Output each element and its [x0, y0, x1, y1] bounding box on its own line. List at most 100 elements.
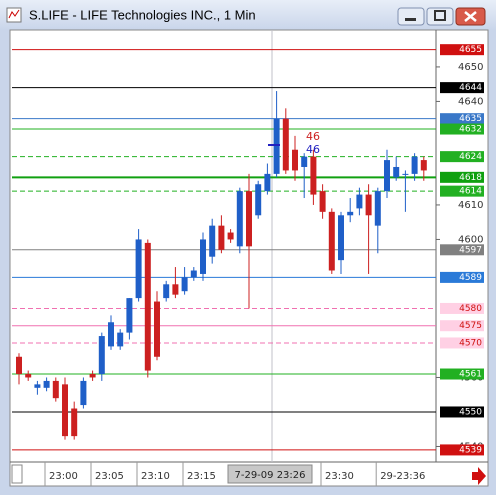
candle-body [282, 118, 289, 171]
level-label: 4539 [459, 445, 482, 455]
level-box [440, 406, 484, 418]
level-label: 4655 [459, 45, 482, 55]
level-label: 4575 [459, 321, 482, 331]
level-box [440, 82, 484, 94]
candle-body [273, 118, 280, 174]
candle-body [319, 191, 326, 212]
level-label: 4589 [459, 273, 482, 283]
candle-body [144, 242, 151, 371]
annotation: 46 [306, 143, 320, 156]
candle-body [310, 156, 317, 195]
level-label: 4644 [459, 83, 482, 93]
level-box [440, 113, 484, 125]
candle-body [25, 374, 32, 378]
crosshair-label: 7-29-09 23:26 [234, 470, 305, 481]
candle-body [301, 156, 308, 167]
candle-body [181, 277, 188, 292]
candle-body [292, 149, 298, 171]
level-box [440, 171, 484, 183]
candle-body [126, 298, 133, 333]
candle-body [80, 380, 87, 406]
candle-body [393, 166, 400, 178]
x-tick-label: 23:30 [325, 471, 354, 482]
candle-body [200, 239, 206, 274]
level-box [440, 320, 484, 332]
candle-body [117, 332, 124, 347]
candle-body [43, 380, 50, 388]
candle-body [356, 194, 363, 209]
candle-body [71, 408, 78, 437]
candle-body [402, 173, 409, 175]
level-box [440, 244, 484, 256]
window-title: S.LIFE - LIFE Technologies INC., 1 Min [29, 7, 256, 22]
crosshair-label-box [227, 464, 313, 484]
candle-body [62, 384, 68, 437]
maximize-button[interactable] [426, 7, 454, 26]
candle-body [246, 191, 252, 247]
level-box [440, 151, 484, 163]
level-box [440, 44, 484, 56]
y-tick-label: 4600 [458, 234, 483, 245]
level-label: 4635 [459, 114, 482, 124]
candle-body [209, 225, 216, 257]
close-icon [464, 11, 477, 22]
x-tick-label: 23:00 [49, 471, 78, 482]
x-tick-label: 23:05 [95, 471, 124, 482]
x-tick-label: 23:10 [141, 471, 170, 482]
candle-body [365, 194, 372, 216]
candle-body [135, 239, 142, 299]
candle-body [420, 160, 427, 171]
candle-body [16, 356, 22, 375]
candle-body [98, 336, 105, 375]
candle-body [227, 232, 234, 240]
level-label: 4614 [459, 187, 482, 197]
scroll-box[interactable] [11, 464, 23, 484]
app-icon-line [8, 9, 20, 19]
scroll-arrow[interactable] [472, 467, 486, 485]
level-box [440, 444, 484, 456]
level-box [440, 337, 484, 349]
x-tick-label: 29-23:36 [380, 471, 425, 482]
level-label: 4580 [459, 304, 482, 314]
level-label: 4561 [459, 370, 482, 380]
level-label: 4550 [459, 407, 482, 417]
candle-body [154, 301, 160, 357]
maximize-icon [434, 10, 446, 21]
level-box [440, 368, 484, 380]
candle-body [411, 156, 418, 174]
candle-body [34, 384, 41, 388]
minimize-button[interactable] [397, 7, 425, 26]
candle-body [347, 211, 354, 216]
level-box [440, 302, 484, 314]
level-box [440, 123, 484, 135]
y-tick-label: 4640 [458, 96, 483, 107]
candle-body [328, 211, 335, 271]
minimize-icon [405, 18, 416, 21]
candle-body [338, 215, 344, 261]
candle-body [190, 270, 197, 278]
candle-body [163, 284, 170, 299]
level-label: 4632 [459, 125, 482, 135]
candle-body [108, 322, 114, 347]
annotation: 46 [306, 130, 320, 143]
x-tick-label: 23:15 [187, 471, 216, 482]
candle-body [236, 191, 243, 247]
candle-body [89, 374, 96, 378]
candle-body [172, 284, 179, 295]
level-label: 4618 [459, 173, 482, 183]
candle-body [218, 225, 225, 250]
level-label: 4597 [459, 245, 482, 255]
level-label: 4570 [459, 338, 482, 348]
candle-body [255, 184, 262, 216]
y-tick-label: 4650 [458, 62, 483, 73]
candle-body [264, 173, 271, 192]
level-label: 4624 [459, 152, 482, 162]
candle-body [384, 160, 390, 192]
y-tick-label: 4610 [458, 200, 483, 211]
level-box [440, 185, 484, 197]
candle-body [374, 191, 381, 226]
level-box [440, 271, 484, 283]
candle-body [52, 380, 59, 399]
